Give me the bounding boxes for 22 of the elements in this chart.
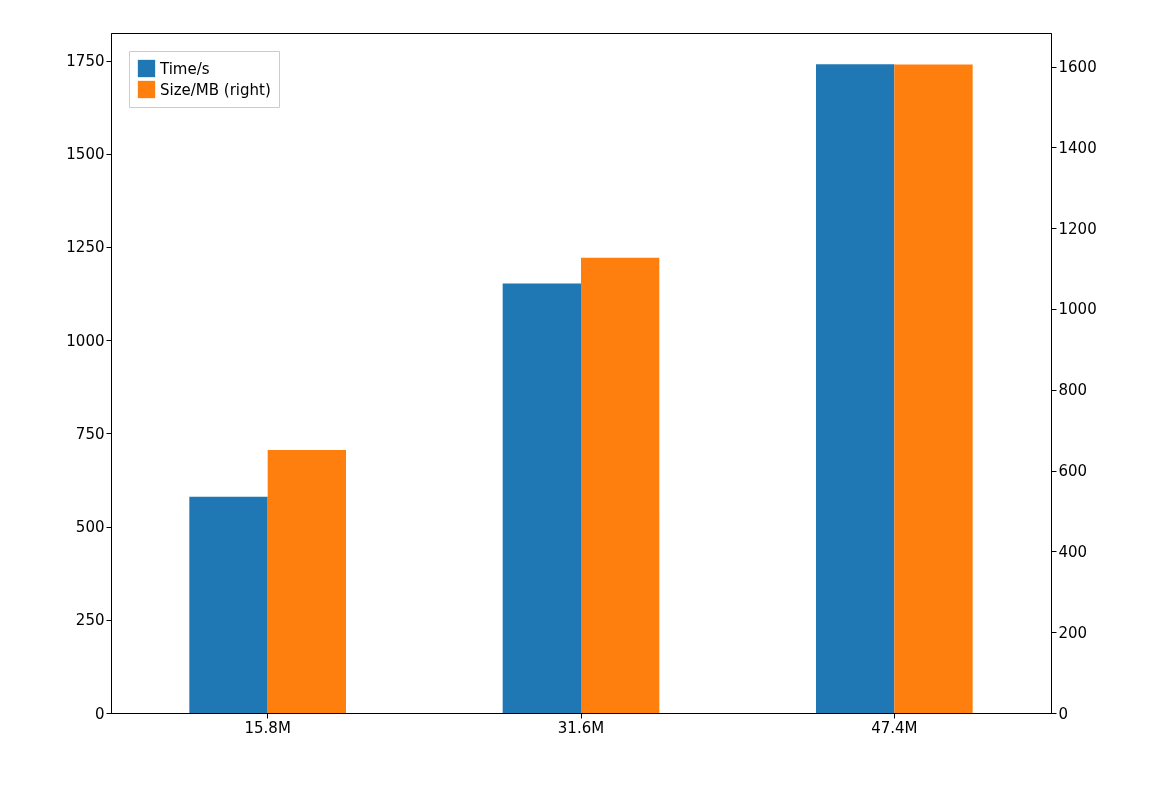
- y2-tick-label: 1600: [1058, 58, 1097, 77]
- y2-tick-label: 600: [1058, 462, 1088, 481]
- y-tick-label: 1500: [66, 145, 105, 164]
- y2-tick-label: 1000: [1058, 300, 1097, 319]
- y2-tick-label: 800: [1058, 381, 1088, 400]
- y-tick-label: 750: [75, 424, 105, 443]
- y-tick-label: 0: [94, 704, 105, 723]
- x-tick-label: 15.8M: [244, 718, 291, 737]
- y-tick-label: 1000: [66, 331, 105, 350]
- y2-tick-label: 0: [1058, 704, 1069, 723]
- x-tick-label: 47.4M: [871, 718, 918, 737]
- legend-label: Size/MB (right): [160, 80, 271, 99]
- y-tick-label: 500: [75, 518, 105, 537]
- y2-tick-label: 1400: [1058, 138, 1097, 157]
- x-tick-label: 31.6M: [557, 718, 605, 737]
- y-tick-label: 250: [75, 611, 105, 630]
- y2-tick-label: 400: [1058, 542, 1088, 561]
- y-tick-label: 1750: [66, 52, 105, 71]
- y2-tick-label: 200: [1058, 623, 1088, 642]
- legend-label: Time/s: [159, 59, 210, 78]
- y2-tick-label: 1200: [1058, 219, 1097, 238]
- y-tick-label: 1250: [66, 238, 105, 257]
